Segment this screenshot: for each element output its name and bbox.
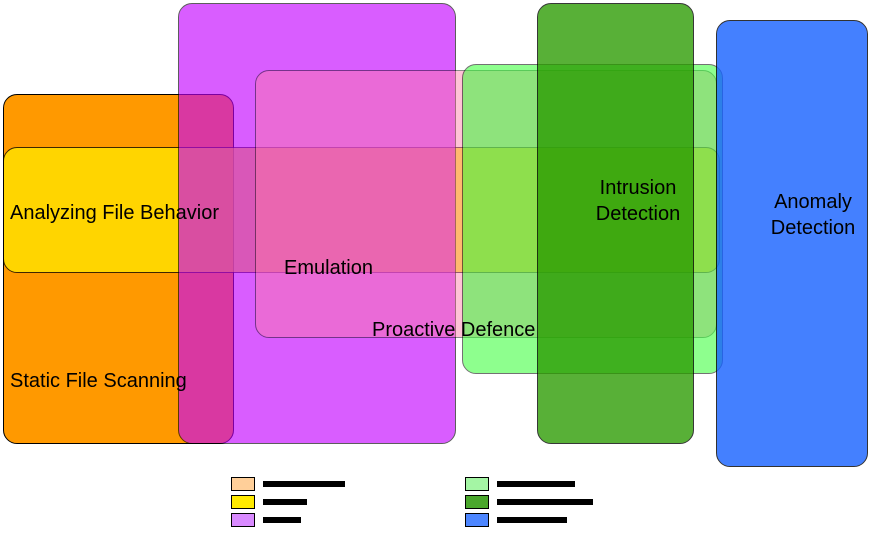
legend-swatch xyxy=(465,513,489,527)
legend-col-1 xyxy=(465,477,593,527)
box-blue xyxy=(716,20,868,467)
legend-col-0 xyxy=(231,477,345,527)
legend-swatch xyxy=(231,495,255,509)
label-proactive: Proactive Defence xyxy=(372,317,592,343)
legend-item-0-1 xyxy=(231,495,345,509)
legend-label-redacted xyxy=(263,481,345,487)
legend-label-redacted xyxy=(497,499,593,505)
label-intrusion: Intrusion Detection xyxy=(573,175,703,227)
legend-swatch xyxy=(231,513,255,527)
label-static: Static File Scanning xyxy=(10,368,240,394)
legend-label-redacted xyxy=(497,481,575,487)
label-analyzing: Analyzing File Behavior xyxy=(10,200,250,226)
legend-label-redacted xyxy=(263,517,301,523)
legend-swatch xyxy=(231,477,255,491)
diagram-canvas: Analyzing File Behavior Emulation Proactiv… xyxy=(0,0,872,555)
legend xyxy=(231,477,593,527)
legend-label-redacted xyxy=(497,517,567,523)
legend-item-0-2 xyxy=(231,513,345,527)
legend-label-redacted xyxy=(263,499,307,505)
legend-swatch xyxy=(465,477,489,491)
legend-swatch xyxy=(465,495,489,509)
legend-item-0-0 xyxy=(231,477,345,491)
label-anomaly: Anomaly Detection xyxy=(753,189,872,241)
label-emulation: Emulation xyxy=(284,255,434,281)
legend-item-1-0 xyxy=(465,477,593,491)
legend-item-1-1 xyxy=(465,495,593,509)
legend-item-1-2 xyxy=(465,513,593,527)
